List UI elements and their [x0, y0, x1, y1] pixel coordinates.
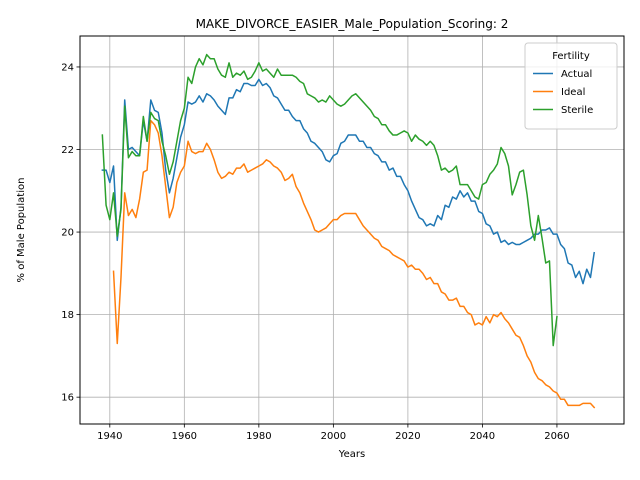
x-tick-label: 2000 [321, 431, 346, 442]
legend-title: Fertility [552, 51, 590, 62]
x-tick-label: 2040 [470, 431, 495, 442]
x-axis-title: Years [338, 449, 365, 460]
y-tick-label: 18 [61, 310, 74, 321]
y-tick-label: 24 [61, 62, 74, 73]
x-tick-label: 1960 [172, 431, 197, 442]
plot-frame [79, 35, 625, 425]
series-line-ideal [112, 119, 596, 409]
legend-box [524, 42, 618, 130]
legend: Fertility Actual Ideal Sterile [524, 42, 618, 130]
y-axis-title: % of Male Population [16, 178, 27, 283]
y-tick-label: 22 [61, 145, 74, 156]
y-tick-label: 16 [61, 393, 74, 404]
x-tick-label: 1980 [246, 431, 271, 442]
legend-label-sterile: Sterile [561, 105, 593, 116]
chart-title: MAKE_DIVORCE_EASIER_Male_Population_Scor… [196, 17, 509, 31]
x-tick-label: 2020 [395, 431, 420, 442]
legend-label-ideal: Ideal [561, 87, 585, 98]
series-lines [101, 53, 596, 409]
legend-label-actual: Actual [561, 69, 592, 80]
x-tick-label: 1940 [97, 431, 122, 442]
y-axis: 16 18 20 22 24 [61, 62, 80, 404]
series-line-actual [101, 78, 596, 285]
y-tick-label: 20 [61, 228, 74, 239]
series-line-sterile [101, 53, 558, 347]
grid [80, 36, 624, 424]
x-tick-label: 2060 [544, 431, 569, 442]
x-axis: 1940 1960 1980 2000 2020 2040 2060 [97, 424, 570, 442]
